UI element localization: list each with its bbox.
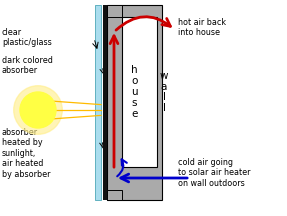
Bar — [107, 190, 122, 200]
Circle shape — [20, 92, 56, 128]
Circle shape — [14, 86, 62, 134]
Text: cold air going
to solar air heater
on wall outdoors: cold air going to solar air heater on wa… — [178, 158, 251, 188]
Bar — [107, 5, 122, 17]
FancyArrowPatch shape — [117, 159, 127, 176]
Text: h
o
u
s
e: h o u s e — [131, 65, 137, 119]
Text: dark colored
absorber: dark colored absorber — [2, 56, 53, 75]
Bar — [122, 17, 157, 167]
Text: absorber
heated by
sunlight,
air heated
by absorber: absorber heated by sunlight, air heated … — [2, 128, 51, 179]
Text: hot air back
into house: hot air back into house — [178, 18, 226, 37]
Text: w
a
l
l: w a l l — [160, 71, 168, 113]
Text: clear
plastic/glass: clear plastic/glass — [2, 28, 52, 47]
Bar — [103, 5, 107, 200]
Bar — [95, 5, 101, 200]
Bar — [107, 5, 162, 200]
FancyArrowPatch shape — [116, 17, 170, 30]
